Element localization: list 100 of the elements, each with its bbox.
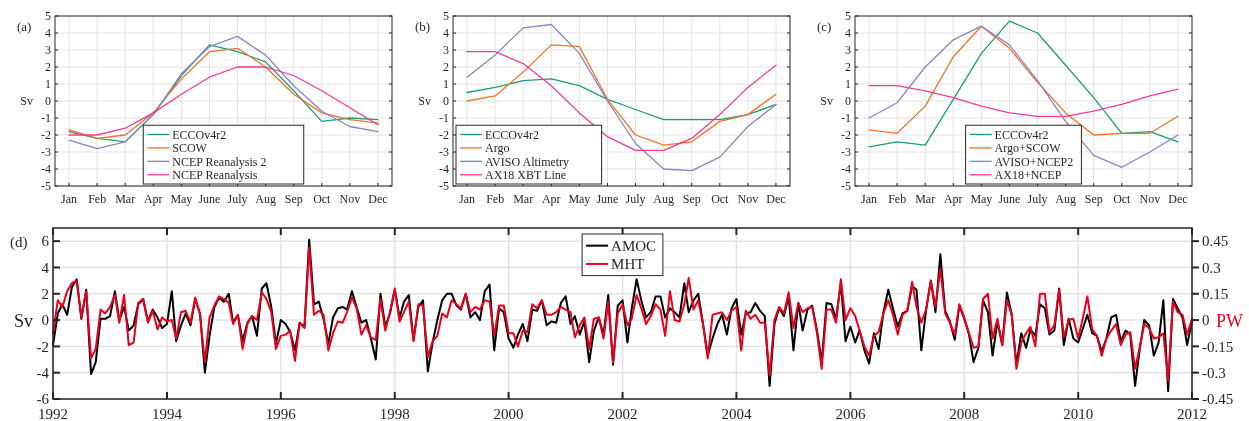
x-tick-label: Feb [486,192,505,206]
legend-label: AVISO Altimetry [485,154,570,169]
y-tick-label: -1 [841,111,851,126]
x-tick-label: 2002 [607,406,638,421]
x-tick-label: Oct [711,192,730,206]
x-tick-label: Dec [1168,192,1188,206]
x-tick-label: Apr [143,192,163,206]
y-tick-label: -6 [36,391,50,408]
y-axis-title: Sv [13,310,33,331]
y-tick-label: 0 [45,94,51,109]
y-tick-label: -4 [41,162,51,177]
x-tick-label: Sep [1084,192,1103,206]
y-tick-label: 0 [41,312,49,329]
y-tick-label: -2 [41,128,51,143]
y-tick-label: 1 [45,77,51,92]
x-tick-label: Aug [653,192,674,206]
chart-title: (b) [415,18,431,34]
y2-tick-label: 0 [1202,312,1210,329]
legend-label: SCOW [172,141,208,156]
x-tick-label: 2012 [1177,406,1207,421]
x-tick-label: Sep [284,192,303,206]
x-tick-label: 2000 [493,406,524,421]
y2-tick-label: -0.45 [1202,391,1234,408]
legend-label: ECCOv4r2 [172,127,227,142]
x-tick-label: Nov [339,192,361,206]
y2-tick-label: 0.15 [1202,286,1229,303]
line-series [466,23,777,172]
chart-title: (d) [10,234,28,252]
x-tick-label: June [198,192,221,206]
y-tick-label: -3 [841,145,851,160]
y-tick-label: 2 [443,60,449,75]
y-tick-label: 6 [41,233,50,250]
legend-label: Argo [485,141,510,156]
x-tick-label: Apr [943,192,963,206]
y-tick-label: -3 [439,145,449,160]
y-axis-title: Sv [418,94,431,109]
x-tick-label: Mar [915,192,936,206]
y-tick-label: 5 [845,9,851,24]
y2-tick-label: 0.45 [1202,233,1229,250]
y-tick-label: 1 [443,77,449,92]
x-tick-label: Mar [513,192,534,206]
y-tick-label: 5 [443,9,449,24]
x-tick-label: Nov [737,192,759,206]
x-tick-label: Jan [861,192,878,206]
y-tick-label: -2 [36,338,49,355]
y-tick-label: -1 [439,111,449,126]
x-tick-label: Oct [1113,192,1132,206]
x-tick-label: Aug [255,192,276,206]
line-series [868,25,1179,168]
x-tick-label: Nov [1139,192,1161,206]
x-tick-label: June [998,192,1021,206]
y2-tick-label: 0.3 [1202,259,1221,276]
x-tick-label: 1994 [151,406,183,421]
y2-tick-label: -0.3 [1202,364,1226,381]
legend-label: Argo+SCOW [994,141,1062,156]
x-tick-label: 2008 [949,406,980,421]
legend-label: MHT [611,256,645,273]
y-tick-label: -3 [41,145,51,160]
x-tick-label: Jan [459,192,476,206]
y-tick-label: -5 [41,179,51,194]
y-tick-label: -4 [36,364,50,381]
y2-axis-title: PW [1216,310,1244,331]
x-tick-label: 1996 [265,406,297,421]
y-tick-label: 2 [845,60,851,75]
y-tick-label: -4 [439,162,449,177]
x-tick-label: Dec [368,192,388,206]
x-tick-label: May [970,192,993,206]
y-tick-label: 5 [45,9,51,24]
y-tick-label: 2 [45,60,51,75]
x-tick-label: July [1027,192,1048,206]
legend-label: ECCOv4r2 [485,127,539,142]
y-tick-label: 3 [443,43,449,58]
x-tick-label: May [568,192,591,206]
x-tick-label: Jan [61,192,78,206]
legend-label: AX18+NCEP [994,167,1062,182]
x-tick-label: July [227,192,248,206]
y-tick-label: 3 [845,43,851,58]
y-tick-label: -2 [439,128,449,143]
y-axis-title: Sv [20,94,33,109]
y-tick-label: 4 [443,26,449,41]
y-tick-label: -1 [41,111,51,126]
x-tick-label: 1998 [379,406,410,421]
legend-label: NCEP Reanalysis 2 [172,154,267,169]
line-series [868,85,1179,117]
x-tick-label: 2004 [721,406,752,421]
x-tick-label: June [596,192,619,206]
y-tick-label: 0 [845,94,851,109]
x-tick-label: 2010 [1063,406,1094,421]
y2-tick-label: -0.15 [1202,338,1234,355]
x-tick-label: 2006 [835,406,866,421]
x-tick-label: Aug [1055,192,1076,206]
x-tick-label: Oct [313,192,332,206]
x-tick-label: Sep [682,192,701,206]
x-tick-label: 1992 [38,406,68,421]
x-tick-label: Apr [541,192,561,206]
y-tick-label: -5 [439,179,449,194]
legend-label: AMOC [611,237,657,254]
y-tick-label: -5 [841,179,851,194]
x-tick-label: Feb [88,192,107,206]
y-tick-label: 4 [45,26,51,41]
